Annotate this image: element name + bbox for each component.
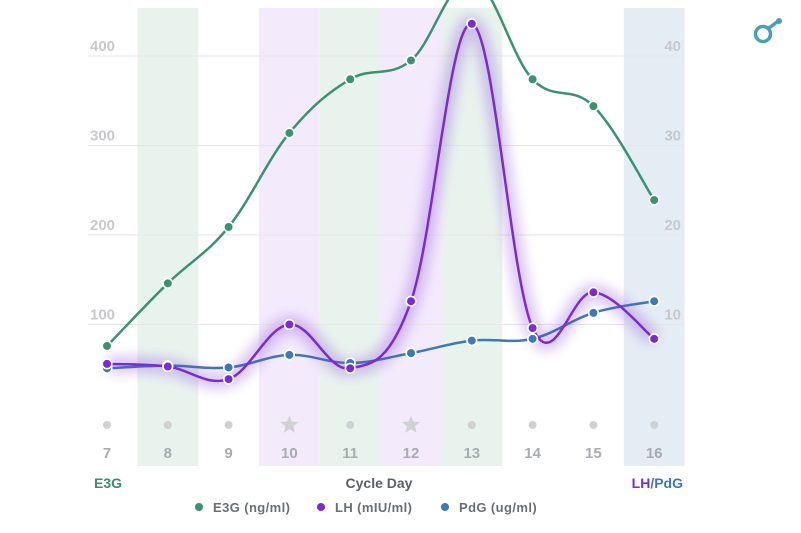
e3g-point-day-14 (526, 73, 539, 85)
day-band-10 (259, 8, 320, 466)
right-tick-label: 10 (664, 307, 681, 324)
e3g-point-day-9 (223, 221, 235, 233)
lh-point-day-15 (587, 286, 600, 298)
brand-logo-dot (776, 18, 782, 24)
pdg-point-day-12 (405, 347, 417, 359)
day-label-16: 16 (646, 445, 663, 462)
left-tick-label: 300 (90, 128, 115, 145)
lh-point-day-16 (648, 333, 660, 345)
day-labels: 7 8 9 10 11 12 13 14 15 16 (103, 445, 663, 462)
star-icon (401, 415, 421, 433)
left-axis-label: E3G (94, 475, 122, 491)
brand-logo-ring (753, 24, 773, 44)
right-axis-label-separator: / (650, 475, 654, 491)
e3g-point-day-16 (648, 194, 660, 206)
lh-point-day-13 (466, 18, 478, 30)
legend-label-pdg: PdG (ug/ml) (459, 500, 537, 515)
e3g-point-day-10 (283, 127, 296, 139)
grid-lines (88, 55, 683, 325)
star-icon (280, 415, 299, 433)
day-label-13: 13 (463, 445, 480, 462)
pdg-point-day-13 (466, 335, 478, 347)
right-axis-label-lh: LH (632, 475, 651, 491)
lh-point-day-10 (283, 318, 296, 331)
day-dot-icon (467, 421, 476, 429)
day-dot-icon (163, 421, 172, 429)
left-axis-ticks: 100 200 300 400 (90, 38, 115, 324)
day-label-7: 7 (103, 445, 111, 462)
day-band-16 (623, 8, 685, 466)
pdg-point-day-10 (283, 349, 296, 361)
legend-swatch-lh (317, 503, 325, 511)
e3g-point-day-15 (587, 100, 600, 112)
day-band-8 (137, 8, 199, 466)
legend-swatch-pdg (441, 503, 449, 511)
lh-point-day-14 (526, 322, 539, 334)
day-dot-icon (589, 421, 598, 429)
pdg-point-day-14 (526, 333, 539, 345)
e3g-point-day-8 (162, 277, 174, 289)
left-tick-label: 100 (90, 307, 115, 324)
brand-logo (753, 18, 782, 44)
right-tick-label: 40 (664, 38, 681, 55)
day-dot-icon (650, 421, 659, 429)
day-dot-icon (528, 421, 537, 429)
pdg-point-day-15 (587, 307, 600, 319)
lh-point-day-8 (162, 360, 174, 373)
day-dot-icon (103, 421, 111, 429)
right-tick-label: 30 (664, 128, 681, 145)
day-dot-icon (224, 421, 233, 429)
legend: E3G (ng/ml) LH (mIU/ml) PdG (ug/ml) (195, 500, 537, 515)
day-dot-icon (346, 421, 355, 429)
e3g-line (106, 0, 656, 347)
left-tick-label: 200 (90, 217, 115, 234)
left-tick-label: 400 (90, 38, 115, 55)
right-axis-label: LH/PdG (632, 475, 683, 491)
right-tick-label: 20 (664, 217, 681, 234)
day-label-12: 12 (403, 445, 420, 462)
e3g-point-day-11 (344, 73, 356, 85)
pdg-point-day-9 (223, 361, 235, 374)
legend-label-lh: LH (mIU/ml) (335, 500, 412, 515)
lh-point-day-11 (344, 362, 356, 374)
brand-logo-stem (767, 20, 779, 30)
legend-label-e3g: E3G (ng/ml) (213, 500, 290, 515)
day-label-8: 8 (164, 445, 172, 462)
day-label-11: 11 (342, 445, 358, 462)
e3g-point-day-7 (101, 340, 113, 352)
legend-swatch-e3g (195, 503, 203, 511)
day-markers (103, 415, 659, 433)
lh-point-day-7 (101, 358, 113, 370)
right-axis-label-pdg: PdG (654, 475, 683, 491)
day-label-14: 14 (524, 445, 541, 462)
day-label-10: 10 (281, 445, 298, 462)
day-label-9: 9 (224, 445, 232, 462)
day-label-15: 15 (585, 445, 602, 462)
pdg-point-day-16 (648, 295, 660, 307)
series-points (101, 18, 660, 385)
x-axis-label: Cycle Day (346, 475, 413, 491)
lh-point-day-9 (223, 373, 235, 385)
right-axis-ticks: 10 20 30 40 (664, 38, 681, 324)
day-bands (137, 8, 685, 466)
e3g-point-day-12 (405, 54, 417, 67)
lh-point-day-12 (405, 295, 417, 307)
